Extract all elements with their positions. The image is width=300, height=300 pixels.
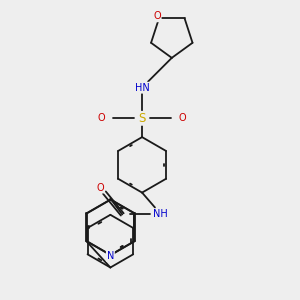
Text: S: S [138,112,146,125]
Text: O: O [97,183,104,193]
Text: O: O [153,11,161,21]
Text: N: N [107,251,114,261]
Text: O: O [98,113,105,123]
Text: O: O [179,113,187,123]
Text: HN: HN [135,82,149,93]
Text: NH: NH [152,209,167,219]
